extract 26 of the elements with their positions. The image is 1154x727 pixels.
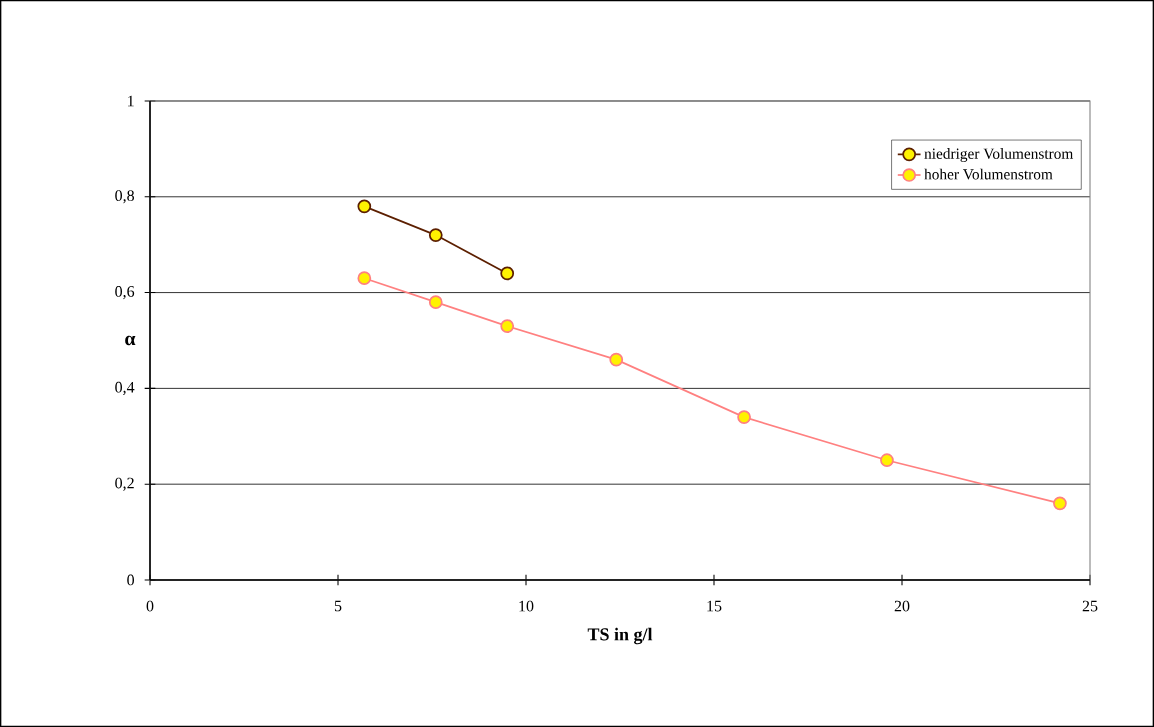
point <box>500 319 515 333</box>
x-tick-label: 5 <box>334 600 342 612</box>
point <box>357 199 372 214</box>
x-tick-label: 0 <box>146 600 154 612</box>
y-axis-title: α <box>125 335 136 346</box>
legend-label: hoher Volumenstrom <box>924 168 1053 180</box>
y-tick-label: 0 <box>127 574 135 586</box>
x-tick-label: 10 <box>519 600 534 612</box>
y-tick-label: 0,8 <box>115 190 135 204</box>
point <box>428 228 443 242</box>
legend-label: niedriger Volumenstrom <box>924 148 1074 162</box>
x-tick-label: 25 <box>1082 600 1098 612</box>
point <box>880 453 894 468</box>
point <box>500 266 515 281</box>
y-tick-label: 0,6 <box>115 286 135 300</box>
y-tick-label: 1 <box>128 95 134 107</box>
point <box>1053 496 1067 511</box>
y-tick-label: 0,4 <box>115 381 135 395</box>
y-tick-label: 0,2 <box>115 477 134 491</box>
x-tick-label: 15 <box>707 600 722 612</box>
x-tick-label: 20 <box>894 600 910 612</box>
point <box>737 410 751 424</box>
point <box>428 295 443 310</box>
point <box>357 271 372 286</box>
point <box>609 352 624 367</box>
x-axis-title: TS in g/l <box>587 627 653 645</box>
